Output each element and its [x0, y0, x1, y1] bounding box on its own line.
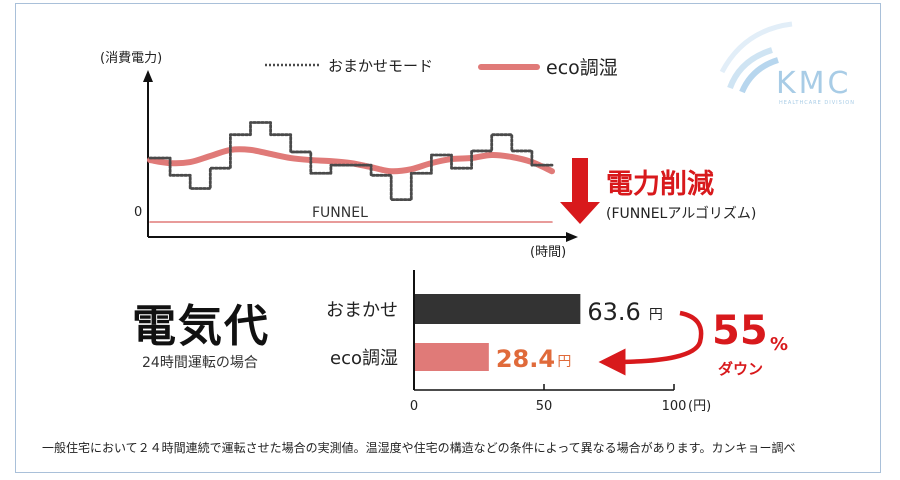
reduction-subtitle: (FUNNELアルゴリズム)	[606, 206, 757, 222]
zero-label: 0	[134, 205, 142, 220]
bar-value-unit: 円	[557, 354, 571, 370]
cost-subtitle: 24時間運転の場合	[142, 355, 258, 371]
line-series-group	[147, 121, 555, 223]
footnote: 一般住宅において２４時間連続で運転させた場合の実測値。温湿度や住宅の構造などの条…	[42, 441, 796, 455]
y-axis-arrow-icon	[143, 70, 153, 82]
x-axis-arrow-icon	[566, 232, 578, 242]
bar	[415, 294, 581, 324]
line-series-0	[148, 121, 554, 202]
line-series-1	[147, 146, 555, 175]
savings-curve-arrow-icon	[598, 310, 704, 376]
reduction-arrow-icon	[560, 158, 600, 224]
legend-label-omakase: おまかせモード	[328, 57, 433, 75]
legend-label-eco: eco調湿	[546, 57, 618, 79]
logo-tagline: HEALTHCARE DIVISION	[779, 100, 855, 106]
bar-tick-label: 100	[662, 399, 687, 414]
logo-wave-icon	[719, 21, 793, 74]
bar-ticks-group: 0 50 100	[410, 384, 687, 414]
y-axis-label: (消費電力)	[100, 51, 162, 66]
power-line-chart: (消費電力) (時間) 0 FUNNEL	[100, 51, 578, 260]
reduction-title: 電力削減	[606, 169, 714, 200]
logo-text: KMC	[776, 66, 852, 101]
bar-category-label: おまかせ	[326, 300, 398, 321]
bar-tick-label: 50	[536, 399, 553, 414]
bar-category-label: eco調湿	[330, 348, 398, 369]
savings-percent: 55	[712, 308, 768, 354]
bar-value-label: 63.6	[587, 298, 640, 326]
savings-down-label: ダウン	[718, 360, 764, 378]
legend: おまかせモード eco調湿	[265, 57, 618, 79]
cost-title: 電気代	[132, 301, 270, 352]
logo-wave-icon	[739, 57, 779, 94]
bar-axis-unit: (円)	[688, 399, 711, 414]
bar-tick-label: 0	[410, 399, 418, 414]
bar-value-label: 28.4	[496, 345, 555, 373]
bar-value-unit: 円	[649, 307, 663, 323]
savings-percent-sign: %	[770, 334, 789, 355]
funnel-label: FUNNEL	[312, 205, 368, 221]
logo-wave-icon	[727, 47, 773, 90]
bar	[415, 343, 489, 371]
x-axis-label: (時間)	[530, 245, 566, 260]
kmc-logo: KMC HEALTHCARE DIVISION	[719, 21, 855, 106]
